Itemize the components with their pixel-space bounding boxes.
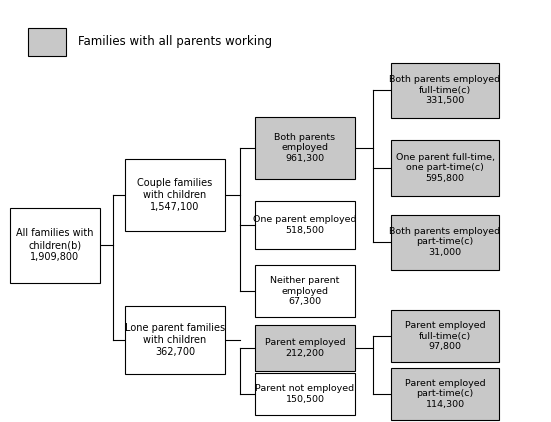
Bar [255,373,355,415]
Text: Families with all parents working: Families with all parents working [78,35,272,49]
Text: One parent employed
518,500: One parent employed 518,500 [253,215,356,235]
Text: Lone parent families
with children
362,700: Lone parent families with children 362,7… [125,323,225,357]
Bar [391,310,499,362]
Text: Parent not employed
150,500: Parent not employed 150,500 [256,384,354,404]
Bar [391,62,499,117]
Text: Both parents employed
part-time(c)
31,000: Both parents employed part-time(c) 31,00… [390,227,500,257]
Bar [391,368,499,420]
Bar [125,159,225,231]
Text: Both parents
employed
961,300: Both parents employed 961,300 [274,133,336,163]
Text: Parent employed
full-time(c)
97,800: Parent employed full-time(c) 97,800 [404,321,485,351]
Bar [391,214,499,270]
Bar [28,28,66,56]
Bar [391,140,499,196]
Text: Both parents employed
full-time(c)
331,500: Both parents employed full-time(c) 331,5… [390,75,500,105]
Text: All families with
children(b)
1,909,800: All families with children(b) 1,909,800 [16,228,94,262]
Bar [255,325,355,371]
Text: Parent employed
212,200: Parent employed 212,200 [264,338,345,358]
Text: Couple families
with children
1,547,100: Couple families with children 1,547,100 [137,179,213,211]
Text: Parent employed
part-time(c)
114,300: Parent employed part-time(c) 114,300 [404,379,485,409]
Bar [255,201,355,249]
Bar [10,208,100,282]
Text: One parent full-time,
one part-time(c)
595,800: One parent full-time, one part-time(c) 5… [396,153,494,183]
Text: Neither parent
employed
67,300: Neither parent employed 67,300 [271,276,339,306]
Bar [255,265,355,317]
Bar [125,306,225,374]
Bar [255,117,355,179]
